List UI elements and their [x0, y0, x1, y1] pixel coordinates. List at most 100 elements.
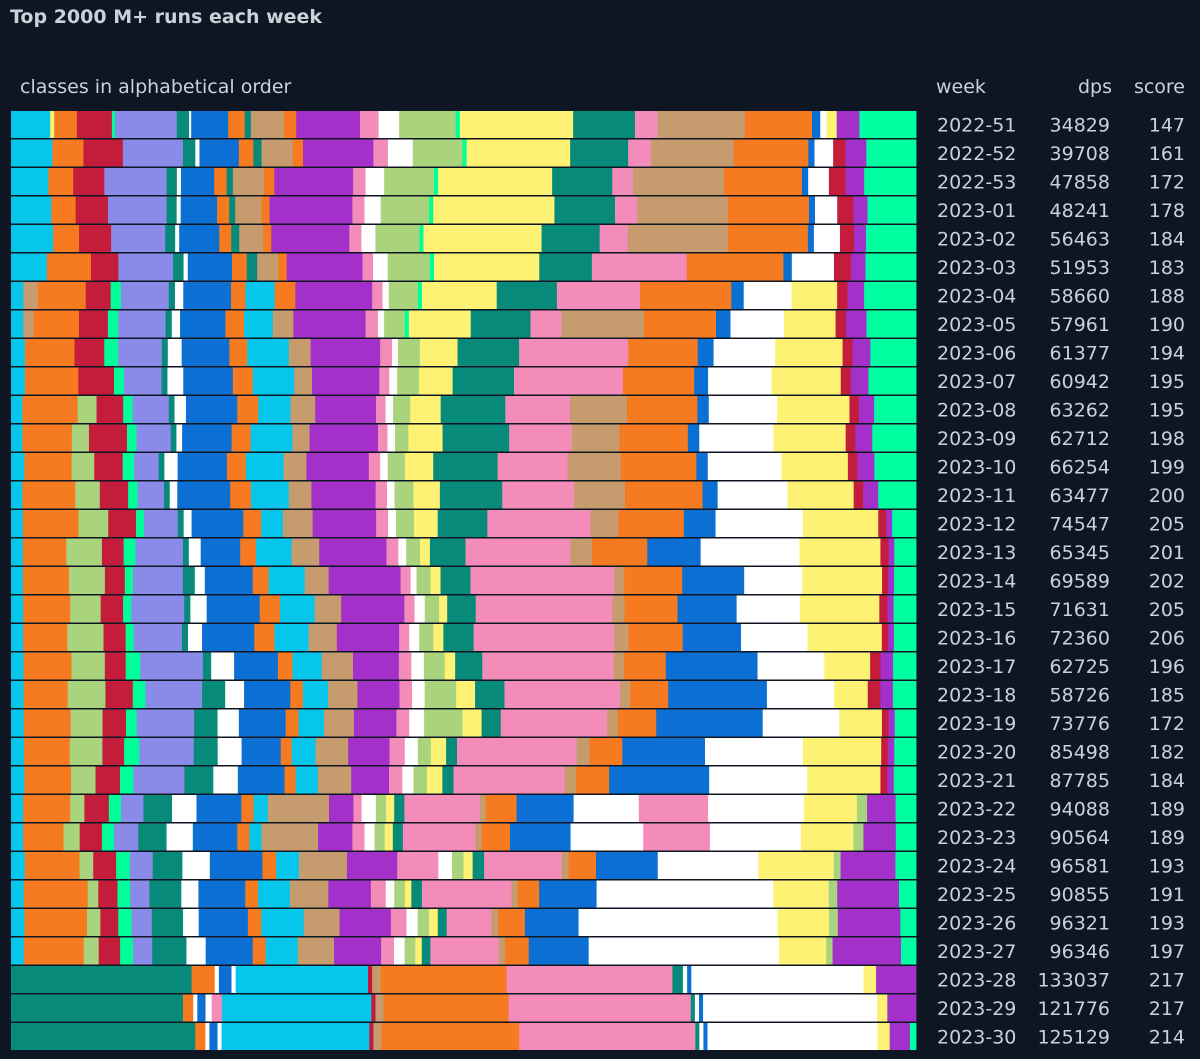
- bar-segment-blue: [716, 310, 731, 338]
- bar-segment-aqua: [111, 111, 116, 138]
- bar-segment-teal: [193, 738, 219, 765]
- bar-segment-blue: [596, 852, 659, 879]
- bar-segment-green: [71, 453, 95, 480]
- bar-segment-aqua: [136, 510, 145, 537]
- bar-segment-green: [70, 709, 103, 737]
- row-score-value: 184: [1149, 770, 1185, 792]
- bar-segment-orange: [624, 652, 667, 680]
- bar-segment-tan: [314, 595, 342, 623]
- bar-segment-pink: [376, 396, 386, 423]
- bar-segment-yellow: [433, 624, 444, 651]
- bar-segment-tan: [576, 738, 591, 765]
- bar-segment-cyan: [11, 852, 26, 879]
- bar-segment-teal: [433, 453, 498, 480]
- bar-segment-aqua: [123, 595, 132, 623]
- bar-segment-blue: [677, 595, 738, 623]
- bar-segment-white: [382, 282, 390, 309]
- bar-segment-white: [361, 225, 376, 252]
- bar-segment-white: [404, 738, 419, 765]
- bar-segment-purple: [880, 681, 894, 708]
- bar-segment-blue: [694, 367, 709, 395]
- bar-segment-crimson: [878, 510, 887, 537]
- bar-segment-white: [704, 738, 804, 765]
- row-score-value: 205: [1149, 514, 1185, 536]
- bar-segment-purple: [269, 196, 353, 224]
- bar-segment-teal: [161, 339, 169, 366]
- row-score-value: 193: [1149, 856, 1185, 878]
- bar-segment-lavender: [140, 652, 204, 680]
- row-score-value: 184: [1149, 229, 1185, 251]
- bar-segment-white: [186, 937, 207, 965]
- row-dps-value: 121776: [1037, 998, 1110, 1020]
- bar-segment-pink: [530, 310, 562, 338]
- bar-segment-teal: [554, 196, 616, 224]
- bar-segment-green: [833, 852, 841, 879]
- bar-segment-aqua: [123, 396, 134, 423]
- bar-segment-white: [172, 795, 197, 822]
- bar-segment-orange: [51, 196, 77, 224]
- bar-segment-teal: [11, 1023, 196, 1050]
- row-score-value: 189: [1149, 799, 1185, 821]
- bar-segment-pink: [375, 481, 388, 509]
- bar-segment-cyan: [11, 538, 24, 566]
- bar-segment-lavender: [134, 453, 160, 480]
- bar-segment-lavender: [133, 766, 185, 794]
- bar-segment-purple: [274, 168, 354, 195]
- bar-segment-white: [205, 1023, 210, 1050]
- bar-segment-pink: [473, 624, 615, 651]
- bar-segment-blue: [209, 852, 263, 879]
- bar-segment-white: [578, 909, 778, 936]
- bar-segment-blue: [656, 709, 764, 737]
- bar-segment-white: [411, 652, 425, 680]
- bar-segment-crimson: [85, 282, 112, 309]
- bar-segment-pink: [381, 937, 395, 965]
- bar-segment-aqua: [118, 909, 133, 936]
- bar-segment-pink: [353, 168, 366, 195]
- bar-segment-orange: [630, 681, 669, 708]
- bar-segment-teal: [421, 937, 431, 965]
- bar-segment-pink: [519, 1023, 524, 1050]
- bar-segment-orange: [22, 567, 70, 594]
- bar-segment-white: [596, 880, 774, 908]
- row-week-label: 2023-23: [937, 827, 1016, 849]
- bar-segment-lavender: [129, 852, 154, 879]
- row-dps-value: 66254: [1050, 457, 1110, 479]
- bar-segment-cyan: [249, 823, 262, 851]
- bar-segment-white: [385, 880, 395, 908]
- bar-segment-orange: [182, 994, 194, 1022]
- bar-segment-tan: [317, 766, 352, 794]
- bar-segment-purple: [850, 253, 866, 281]
- bar-segment-cyan: [250, 424, 293, 452]
- row-dps-value: 125129: [1037, 1027, 1110, 1049]
- bar-segment-orange: [37, 282, 87, 309]
- bar-segment-yellow: [415, 937, 423, 965]
- bar-segment-green: [384, 168, 435, 195]
- bar-segment-crimson: [83, 139, 124, 167]
- bar-segment-blue: [808, 196, 816, 224]
- bar-segment-yellow: [839, 709, 883, 737]
- bar-segment-orange: [485, 795, 517, 822]
- bar-segment-blue: [516, 795, 574, 822]
- bar-row-2023-19: [11, 709, 917, 737]
- bar-segment-cyan: [11, 339, 26, 366]
- bar-segment-blue: [783, 253, 793, 281]
- bar-row-2022-51: [11, 111, 917, 138]
- bar-segment-crimson: [90, 253, 119, 281]
- bar-segment-green: [397, 367, 420, 395]
- row-dps-value: 60942: [1050, 371, 1110, 393]
- row-dps-value: 65345: [1050, 542, 1110, 564]
- row-score-value: 198: [1149, 428, 1185, 450]
- bar-segment-tan: [650, 139, 735, 167]
- bar-segment-crimson: [833, 253, 852, 281]
- bar-segment-crimson: [881, 624, 889, 651]
- bar-segment-cyan: [258, 880, 291, 908]
- bar-segment-white: [715, 510, 804, 537]
- bar-segment-crimson: [879, 595, 888, 623]
- bar-segment-pink: [504, 681, 621, 708]
- bar-segment-orange: [229, 339, 248, 366]
- bar-segment-cyan: [11, 681, 24, 708]
- bar-segment-white: [189, 111, 192, 138]
- bar-segment-orange: [24, 852, 80, 879]
- bar-segment-yellow: [434, 253, 540, 281]
